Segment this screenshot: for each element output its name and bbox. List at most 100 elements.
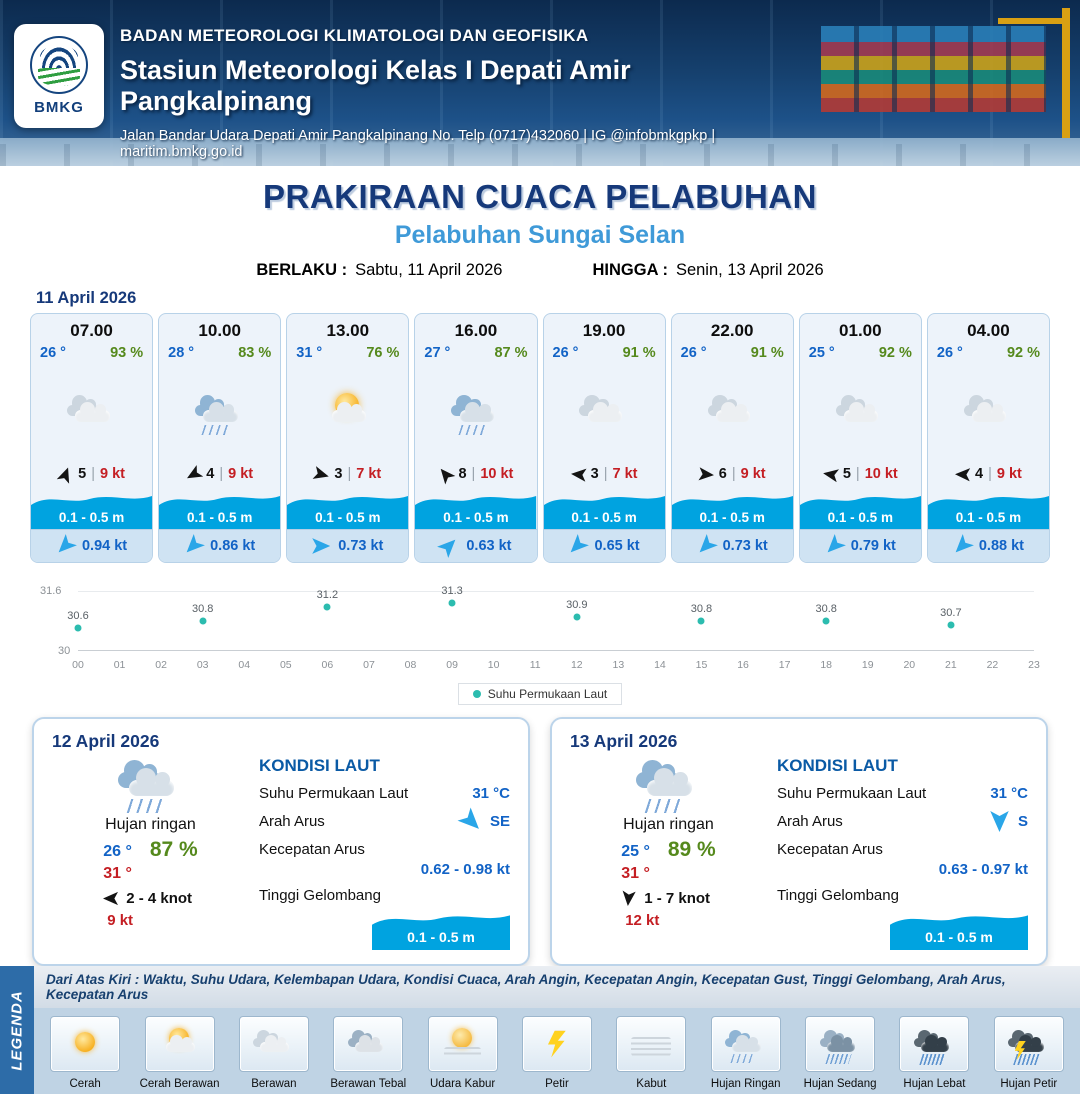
cloudy-icon <box>830 391 890 434</box>
moderate-rain-icon <box>815 1026 865 1064</box>
wave-height-value: 0.1 - 0.5 m <box>443 510 509 525</box>
current-speed: 0.79 kt <box>850 538 896 554</box>
valid-until: HINGGA : Senin, 13 April 2026 <box>592 261 823 280</box>
wave-shape-icon <box>890 915 1028 950</box>
sst-point-label: 30.7 <box>940 606 962 619</box>
current-direction-value-wrap: SE <box>461 811 510 832</box>
card-weather-icon-wrap <box>415 361 536 464</box>
card-time: 22.00 <box>710 321 754 340</box>
card-humidity: 91 % <box>622 345 656 361</box>
current-direction-icon <box>437 533 462 558</box>
card-weather-icon-wrap <box>672 361 793 464</box>
bolt-part <box>1014 1041 1026 1060</box>
card-temp-hum: 27 ° 87 % <box>415 341 536 361</box>
current-row: 0.73 kt <box>671 529 793 562</box>
wave-height-value: 0.1 - 0.5 m <box>315 510 381 525</box>
header-text-block: BADAN METEOROLOGI KLIMATOLOGI DAN GEOFIS… <box>120 26 810 160</box>
bmkg-logo-card: BMKG <box>14 24 104 128</box>
card-time: 04.00 <box>967 321 1010 340</box>
current-speed-label: Kecepatan Arus <box>776 841 883 858</box>
wave-height-value: 0.1 - 0.5 m <box>58 510 125 525</box>
wave-height-band: 0.1 - 0.5 m <box>31 489 153 529</box>
cloud-front-part <box>972 401 1007 423</box>
sst-point-label: 31.2 <box>316 588 339 601</box>
rain-part <box>126 798 168 813</box>
wind-direction-icon <box>56 464 75 483</box>
day-date: 12 April 2026 <box>52 731 160 751</box>
valid-from-label: BERLAKU : <box>256 261 348 279</box>
card-temp-hum: 26 ° 93 % <box>31 341 152 361</box>
cloud-front-part <box>646 768 693 796</box>
legend-title: LEGENDA <box>8 989 26 1071</box>
current-row: 0.63 kt <box>415 529 537 562</box>
rain-part <box>1013 1054 1040 1065</box>
current-row: 0.65 kt <box>543 529 665 562</box>
card-wind-row: 6 | 9 kt <box>672 466 793 482</box>
hourly-card: 13.00 31 ° 76 % 3 | 7 kt 0.1 - 0.5 m 0.7… <box>286 313 410 563</box>
card-temperature: 26 ° <box>552 345 579 361</box>
valid-from-value: Sabtu, 11 April 2026 <box>355 261 503 279</box>
wave-height-band: 0.1 - 0.5 m <box>159 489 281 529</box>
cloudy-icon <box>574 391 634 434</box>
cloudy-icon <box>249 1026 299 1062</box>
day-body: Hujan ringan 26 ° 87 % 31 ° 2 - 4 knot 9… <box>52 754 510 950</box>
legend-icon-box <box>993 1016 1064 1072</box>
wave-height-value: 0.1 - 0.5 m <box>925 929 993 945</box>
sst-point <box>199 617 207 625</box>
station-name: Stasiun Meteorologi Kelas I Depati Amir … <box>120 55 631 116</box>
card-temp-hum: 26 ° 91 % <box>672 341 793 361</box>
sst-ymin-label: 30 <box>58 645 71 657</box>
day-humidity: 87 % <box>149 837 198 861</box>
card-humidity: 91 % <box>750 345 784 361</box>
sst-xtick: 08 <box>404 659 417 671</box>
wave-height-label: Tinggi Gelombang <box>258 887 381 904</box>
card-time: 19.00 <box>582 321 626 340</box>
sst-xtick: 03 <box>196 659 209 671</box>
sst-point <box>323 603 331 610</box>
hourly-card: 04.00 26 ° 92 % 4 | 9 kt 0.1 - 0.5 m 0.8… <box>926 313 1050 563</box>
card-humidity: 87 % <box>494 345 528 361</box>
current-direction-icon <box>565 533 590 558</box>
legend-title-bar: LEGENDA <box>0 966 34 1094</box>
sst-row: Suhu Permukaan Laut 31 °C <box>259 785 510 802</box>
wave-height-value: 0.1 - 0.5 m <box>407 929 475 945</box>
day-humidity: 89 % <box>667 837 716 861</box>
light-rain-icon <box>190 391 250 435</box>
card-time: 07.00 <box>70 321 113 340</box>
valid-from: BERLAKU : Sabtu, 11 April 2026 <box>256 261 502 280</box>
current-speed: 0.65 kt <box>594 538 640 554</box>
wind-speed: 5 <box>78 466 87 482</box>
card-temperature: 26 ° <box>936 345 963 361</box>
legend-item-cerah-berawan: Cerah Berawan <box>134 1016 226 1090</box>
day-body: Hujan ringan 25 ° 89 % 31 ° 1 - 7 knot 1… <box>570 754 1028 950</box>
card-weather-icon-wrap <box>287 361 408 464</box>
wave-shape-icon <box>799 496 921 529</box>
wind-speed: 3 <box>334 466 343 482</box>
valid-until-label: HINGGA : <box>592 261 668 279</box>
current-speed: 0.63 kt <box>466 538 512 554</box>
wind-speed: 6 <box>718 466 727 482</box>
sst-xtick: 06 <box>321 659 334 671</box>
legend-note: Dari Atas Kiri : Waktu, Suhu Udara, Kele… <box>34 966 1080 1008</box>
sst-point <box>573 613 581 621</box>
card-time: 16.00 <box>454 321 498 340</box>
sst-legend-dot-icon <box>472 690 481 698</box>
cloud-front-part <box>587 401 623 423</box>
title-block: PRAKIRAAN CUACA PELABUHAN Pelabuhan Sung… <box>0 178 1080 280</box>
sst-value: 31 °C <box>472 785 510 802</box>
legend-item-udara-kabur: Udara Kabur <box>417 1016 509 1090</box>
current-direction-icon <box>52 533 77 558</box>
wind-direction-icon <box>698 466 714 482</box>
current-speed-label: Kecepatan Arus <box>258 841 365 858</box>
cloud-front-part <box>331 401 366 423</box>
legend-icon-box <box>427 1016 498 1072</box>
light-rain-icon <box>628 754 708 813</box>
sst-legend-box: Suhu Permukaan Laut <box>457 683 623 705</box>
card-temperature: 27 ° <box>424 345 451 361</box>
legend-item-cerah: Cerah <box>39 1016 131 1090</box>
current-direction-icon <box>989 811 1010 832</box>
day-wind-row: 1 - 7 knot <box>621 890 710 907</box>
sst-xtick: 23 <box>1028 659 1040 671</box>
sst-xtick: 04 <box>238 659 251 671</box>
day-temps-block: 26 ° 87 % 31 ° 2 - 4 knot 9 kt <box>103 838 198 929</box>
